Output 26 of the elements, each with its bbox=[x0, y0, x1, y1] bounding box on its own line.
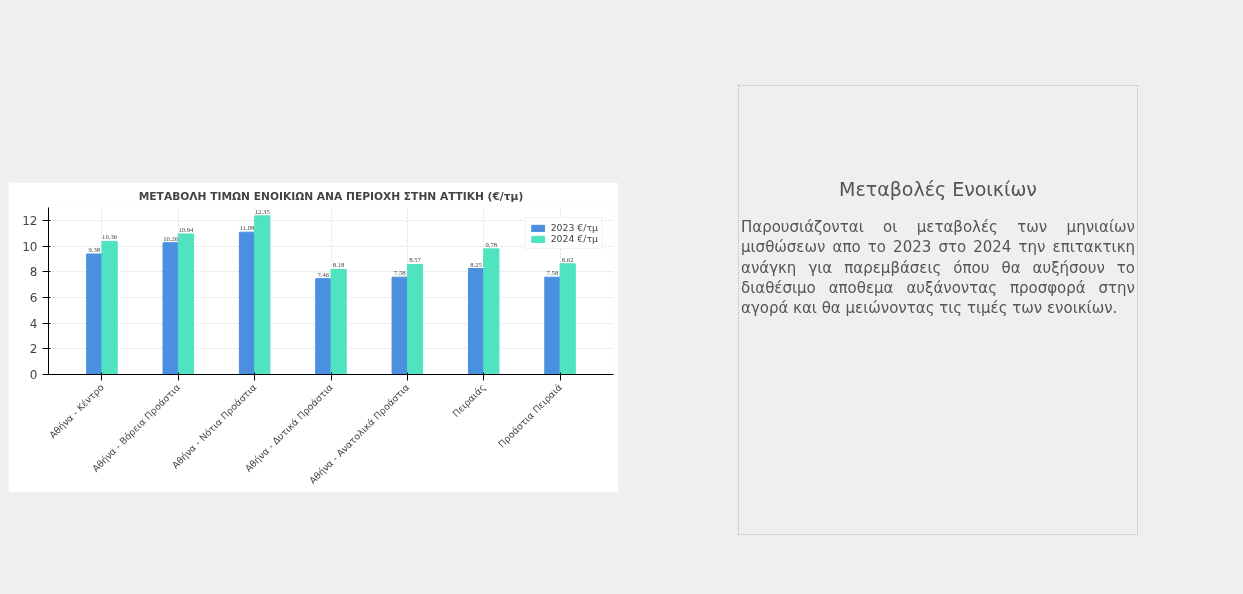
bar bbox=[254, 215, 271, 375]
y-tick-label: 8 bbox=[29, 265, 38, 280]
text: Μεταβολές Ενοικίων bbox=[838, 177, 1038, 202]
y-tick-label: 12 bbox=[22, 213, 38, 228]
bar bbox=[467, 268, 485, 375]
text: Παρουσιάζονται οι μεταβολές των μηνιαίων μισθώσεων απο το 2023 στο 2024 την επιτακτικη ανάγκη για παρεμβάσεις όπου θα αυξήσουν το διαθέσιμο αποθεμα αυξάνοντας προσφορά στην αγορά και θα μειώνοντας τις τιμές των ενοικίων. bbox=[741, 217, 1135, 319]
legend-label: 2024 €/τμ bbox=[550, 233, 598, 244]
chart-title: ΜΕΤΑΒΟΛΗ ΤΙΜΩΝ ΕΝΟΙΚΙΩΝ ΑΝΑ ΠΕΡΙΟΧΗ ΣΤΗΝ ΑΤΤΙΚΗ (€/τμ) bbox=[138, 189, 524, 203]
bar bbox=[315, 278, 332, 375]
y-tick-label: 0 bbox=[29, 368, 38, 382]
bar bbox=[483, 248, 500, 375]
legend-label: 2023 €/τμ bbox=[550, 222, 598, 233]
bar bbox=[330, 268, 347, 375]
bar bbox=[86, 253, 103, 375]
y-tick-label: 10 bbox=[22, 239, 38, 254]
y-tick-label: 2 bbox=[29, 342, 38, 357]
bar bbox=[101, 240, 118, 375]
bar bbox=[391, 276, 408, 375]
y-tick-label: 6 bbox=[29, 290, 38, 305]
y-tick-label: 4 bbox=[29, 316, 38, 331]
bar bbox=[559, 263, 576, 375]
bar bbox=[177, 233, 195, 375]
bar bbox=[162, 242, 179, 375]
bar bbox=[544, 276, 561, 375]
bar bbox=[406, 263, 424, 375]
bar bbox=[238, 231, 256, 375]
